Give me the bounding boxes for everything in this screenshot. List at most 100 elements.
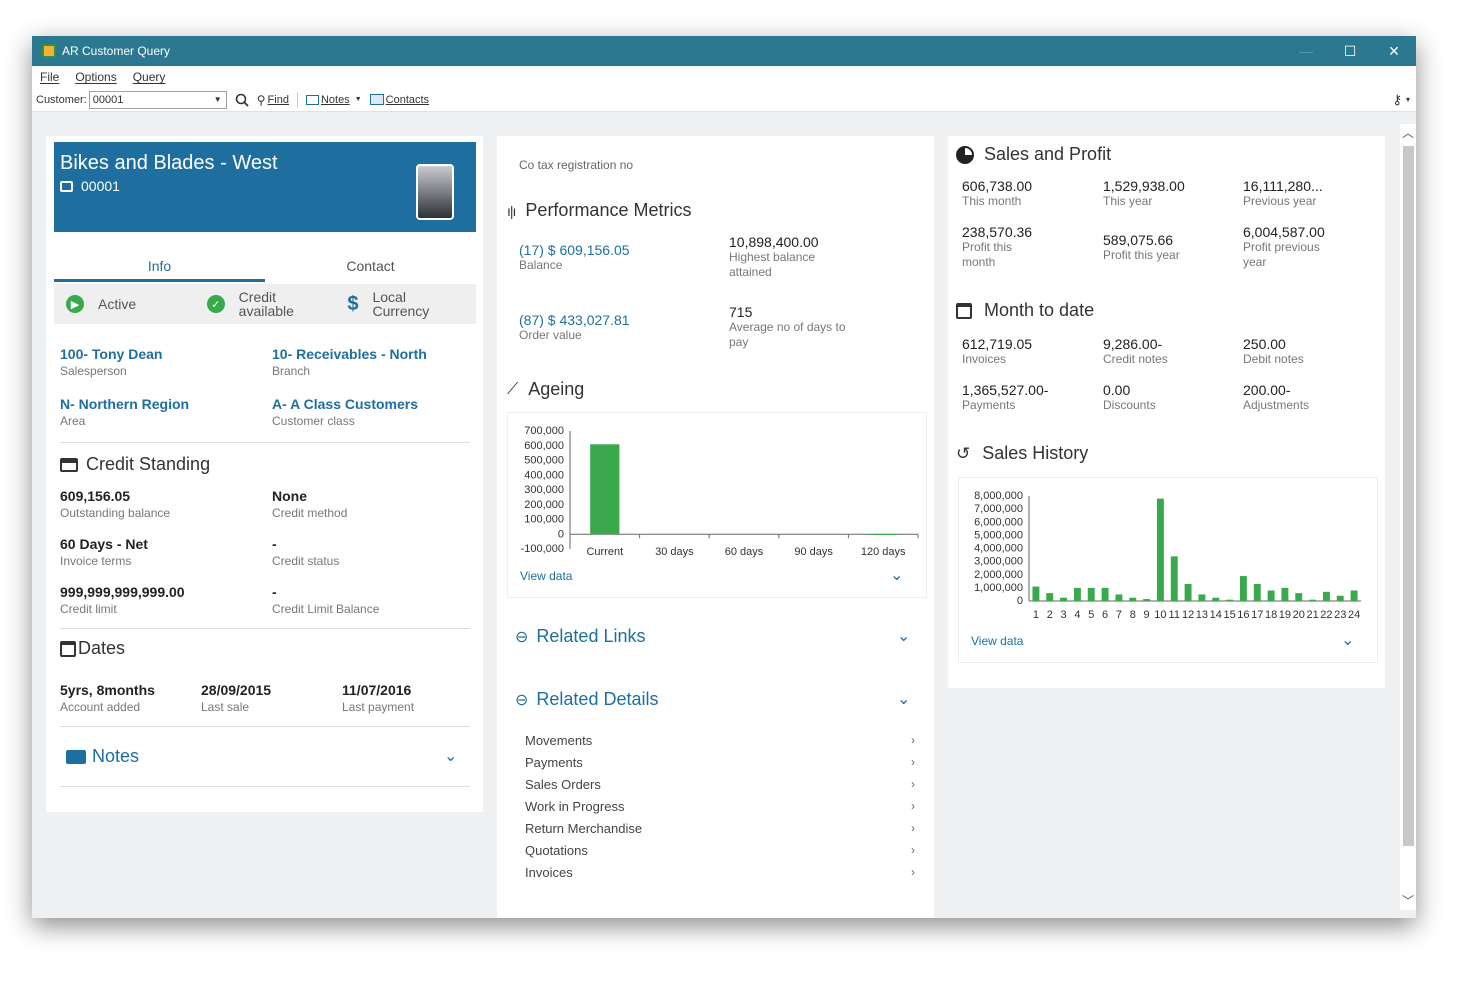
- chevron-down-icon[interactable]: ⌄: [444, 748, 458, 765]
- status-active-label: Active: [98, 296, 137, 312]
- related-item-invoices[interactable]: Invoices ›: [525, 865, 915, 880]
- last-sale-label: Last sale: [201, 700, 250, 714]
- this-year-value: 1,529,938.00: [1103, 178, 1185, 194]
- x-tick-label: 1: [1033, 609, 1039, 621]
- x-tick-label: 15: [1223, 609, 1235, 621]
- related-item-payments[interactable]: Payments ›: [525, 755, 915, 770]
- scrollbar-thumb[interactable]: [1403, 146, 1414, 846]
- credit-limit-balance-field: - Credit Limit Balance: [272, 584, 379, 616]
- salesperson-label: Salesperson: [60, 364, 127, 378]
- window-title: AR Customer Query: [62, 44, 171, 58]
- close-button[interactable]: ✕: [1388, 42, 1400, 59]
- menu-options[interactable]: Options: [75, 70, 117, 84]
- customer-class-link[interactable]: A- A Class Customers: [272, 396, 419, 412]
- tab-info[interactable]: Info: [54, 252, 265, 282]
- credit-status-value: -: [272, 536, 277, 552]
- chevron-down-icon[interactable]: ⌄: [890, 567, 904, 584]
- chevron-right-icon: ›: [911, 755, 915, 769]
- trend-icon: ⟋: [507, 380, 519, 398]
- x-tick-label: 6: [1102, 609, 1108, 621]
- dollar-icon: $: [347, 292, 359, 315]
- ageing-label: Ageing: [528, 379, 585, 399]
- profit-prev-label-1: Profit previous: [1243, 240, 1320, 254]
- y-tick-label: 300,000: [524, 484, 564, 496]
- related-links-section[interactable]: ⊖ Related Links: [515, 626, 645, 647]
- bar-7: [1115, 594, 1123, 601]
- menu-file[interactable]: File: [40, 70, 60, 84]
- related-item-movements[interactable]: Movements ›: [525, 733, 915, 748]
- mtd-adjustments-label: Adjustments: [1243, 398, 1310, 412]
- balance-value[interactable]: (17) $ 609,156.05: [519, 242, 630, 258]
- prev-year-value: 16,111,280...: [1243, 178, 1323, 194]
- credit-status-field: - Credit status: [272, 536, 339, 568]
- ageing-view-data-link[interactable]: View data: [520, 569, 573, 583]
- contacts-button[interactable]: Contacts: [369, 94, 429, 106]
- x-tick-label: 18: [1265, 609, 1277, 621]
- related-item-label: Movements: [525, 733, 593, 748]
- bar-8: [1129, 597, 1137, 601]
- bar-13: [1198, 594, 1206, 601]
- menu-query[interactable]: Query: [132, 70, 166, 84]
- notes-section[interactable]: Notes: [66, 746, 139, 767]
- highest-balance-value: 10,898,400.00: [729, 234, 819, 250]
- chevron-right-icon: ›: [911, 799, 915, 813]
- x-tick-label: 30 days: [655, 546, 694, 558]
- minimize-button[interactable]: —: [1299, 43, 1313, 59]
- outstanding-label: Outstanding balance: [60, 506, 171, 520]
- balance-label: Balance: [519, 258, 563, 272]
- related-item-return-merchandise[interactable]: Return Merchandise ›: [525, 821, 915, 836]
- y-tick-label: 5,000,000: [974, 529, 1023, 541]
- y-tick-label: 2,000,000: [974, 569, 1023, 581]
- salesperson-link[interactable]: 100- Tony Dean: [60, 346, 163, 362]
- toolbar-separator: [296, 91, 298, 108]
- scroll-down-icon[interactable]: ﹀: [1402, 894, 1415, 908]
- scroll-up-icon[interactable]: ︿: [1402, 126, 1415, 140]
- area-link[interactable]: N- Northern Region: [60, 396, 190, 412]
- overflow-icon[interactable]: ▾: [1405, 95, 1410, 104]
- x-tick-label: 9: [1144, 609, 1150, 621]
- find-button[interactable]: ⚲ Find: [257, 93, 289, 107]
- avg-days-metric: 715 Average no of days to pay: [729, 304, 846, 350]
- app-window: AR Customer Query — ☐ ✕ File Options Que…: [32, 36, 1416, 918]
- x-tick-label: 19: [1279, 609, 1291, 621]
- search-icon[interactable]: [235, 93, 249, 107]
- history-view-data-link[interactable]: View data: [971, 634, 1024, 648]
- performance-label: Performance Metrics: [525, 200, 692, 220]
- notes-button[interactable]: Notes ▼: [305, 94, 362, 106]
- y-tick-label: 8,000,000: [974, 490, 1023, 502]
- bar-3: [1060, 597, 1068, 601]
- related-details-section[interactable]: ⊖ Related Details: [515, 689, 658, 710]
- mtd-debit-notes-value: 250.00: [1243, 336, 1286, 352]
- mtd-payments-value: 1,365,527.00-: [962, 382, 1049, 398]
- y-tick-label: 100,000: [524, 514, 564, 526]
- maximize-button[interactable]: ☐: [1343, 42, 1357, 59]
- credit-method-label: Credit method: [272, 506, 348, 520]
- tab-contact[interactable]: Contact: [346, 258, 395, 274]
- branch-link[interactable]: 10- Receivables - North: [272, 346, 427, 362]
- customer-label: Customer:: [36, 93, 87, 106]
- this-year-label: This year: [1103, 194, 1153, 208]
- chevron-down-icon[interactable]: ⌄: [1341, 632, 1355, 649]
- this-year-metric: 1,529,938.00 This year: [1103, 178, 1185, 209]
- related-item-wip[interactable]: Work in Progress ›: [525, 799, 915, 814]
- profit-year-value: 589,075.66: [1103, 232, 1174, 248]
- customer-input[interactable]: 00001: [92, 93, 124, 106]
- related-item-quotations[interactable]: Quotations ›: [525, 843, 915, 858]
- x-tick-label: 24: [1348, 609, 1360, 621]
- related-item-sales-orders[interactable]: Sales Orders ›: [525, 777, 915, 792]
- key-icon[interactable]: ⚷: [1392, 91, 1402, 107]
- chevron-down-icon[interactable]: ▼: [354, 96, 362, 103]
- order-value[interactable]: (87) $ 433,027.81: [519, 312, 630, 328]
- related-item-label: Return Merchandise: [525, 821, 643, 836]
- status-currency: $ Local Currency: [335, 284, 476, 324]
- customer-combo[interactable]: 00001 ▼: [88, 90, 227, 109]
- y-tick-label: 200,000: [524, 499, 564, 511]
- chevron-down-icon[interactable]: ⌄: [897, 691, 911, 708]
- bar-9: [1143, 599, 1151, 601]
- chevron-down-icon[interactable]: ▼: [213, 95, 222, 104]
- chevron-down-icon[interactable]: ⌄: [897, 628, 911, 645]
- briefcase-icon: [60, 180, 73, 192]
- mtd-credit-notes-value: 9,286.00-: [1103, 336, 1163, 352]
- customer-id: 00001: [81, 178, 120, 194]
- vertical-scrollbar[interactable]: ︿ ﹀: [1400, 124, 1416, 910]
